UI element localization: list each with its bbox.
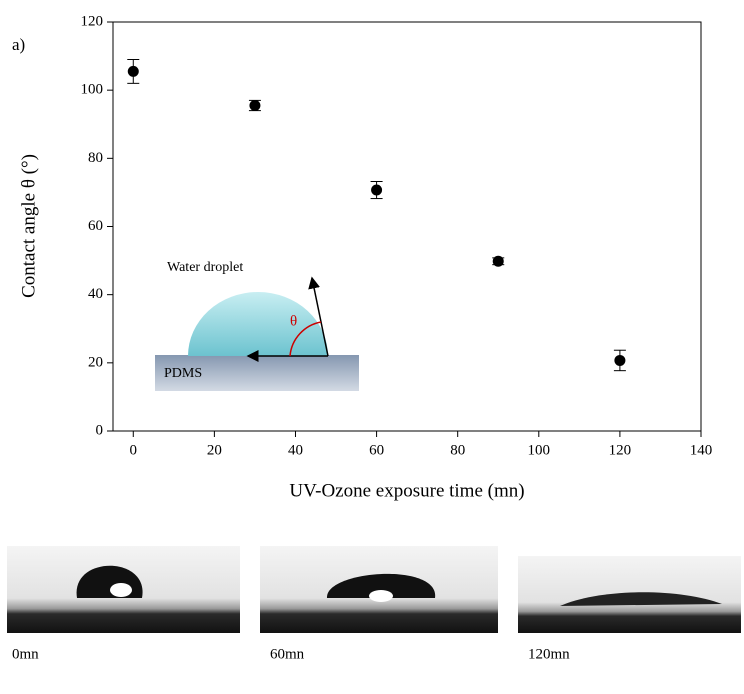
x-tick-label: 0 [130,442,138,458]
caption: 120mn [528,646,570,662]
x-tick-label: 140 [690,442,713,458]
x-tick-label: 120 [609,442,632,458]
y-axis-label: Contact angle θ (°) [18,154,39,298]
x-tick-label: 60 [369,442,384,458]
x-axis-label: UV-Ozone exposure time (mn) [289,480,524,501]
point [249,100,261,112]
point [371,184,383,196]
y-tick-label: 20 [88,354,103,370]
annotation: Water droplet [167,260,243,275]
angle-arc [289,321,322,357]
photo [260,546,498,633]
caption: 60mn [270,646,305,662]
annotation: PDMS [164,366,202,381]
annotation: θ [290,313,297,329]
droplet [188,292,328,356]
y-tick-label: 120 [81,13,104,29]
y-tick-label: 100 [81,82,104,98]
y-tick-label: 80 [88,150,103,166]
y-tick-label: 0 [96,422,104,438]
photo [7,546,240,633]
photo [518,556,741,633]
x-tick-label: 80 [450,442,465,458]
point [492,255,504,267]
panel-label: a) [12,35,25,54]
x-tick-label: 40 [288,442,303,458]
arrow [308,276,329,357]
y-tick-label: 40 [88,286,103,302]
caption: 0mn [12,646,39,662]
x-tick-label: 20 [207,442,222,458]
point [127,65,139,77]
y-tick-label: 60 [88,218,103,234]
x-tick-label: 100 [528,442,551,458]
point [614,354,626,366]
